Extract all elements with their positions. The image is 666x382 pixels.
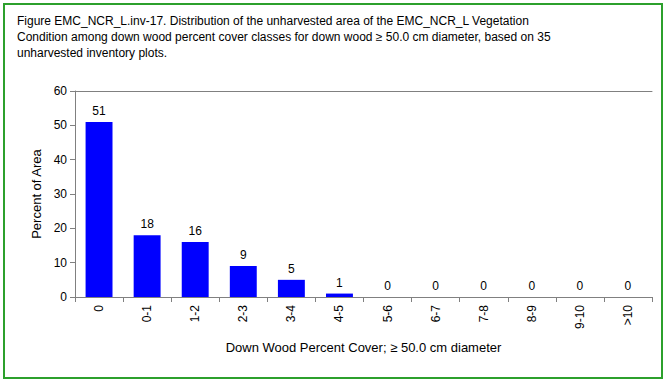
svg-text:Down Wood Percent Cover; ≥ 50.: Down Wood Percent Cover; ≥ 50.0 cm diame… xyxy=(226,340,502,355)
svg-text:0: 0 xyxy=(577,279,584,293)
svg-text:9-10: 9-10 xyxy=(573,305,587,329)
svg-text:2-3: 2-3 xyxy=(236,305,250,323)
svg-text:60: 60 xyxy=(54,84,68,98)
svg-text:0: 0 xyxy=(92,305,106,312)
svg-text:Figure EMC_NCR_L.inv-17. Distr: Figure EMC_NCR_L.inv-17. Distribution of… xyxy=(17,14,532,28)
svg-text:18: 18 xyxy=(140,217,154,231)
svg-text:5: 5 xyxy=(288,262,295,276)
svg-text:4-5: 4-5 xyxy=(332,305,346,323)
svg-text:unharvested inventory plots.: unharvested inventory plots. xyxy=(17,46,167,60)
svg-text:5-6: 5-6 xyxy=(381,305,395,323)
svg-text:0: 0 xyxy=(432,279,439,293)
svg-text:Condition among down wood perc: Condition among down wood percent cover … xyxy=(17,30,554,44)
svg-text:6-7: 6-7 xyxy=(429,305,443,323)
svg-text:0: 0 xyxy=(384,279,391,293)
svg-text:40: 40 xyxy=(54,153,68,167)
svg-text:9: 9 xyxy=(240,248,247,262)
svg-text:0-1: 0-1 xyxy=(140,305,154,323)
svg-text:>10: >10 xyxy=(621,305,635,326)
svg-text:10: 10 xyxy=(54,256,68,270)
svg-text:0: 0 xyxy=(480,279,487,293)
svg-text:30: 30 xyxy=(54,187,68,201)
svg-text:16: 16 xyxy=(189,224,203,238)
svg-text:Percent of Area: Percent of Area xyxy=(29,148,44,238)
svg-text:0: 0 xyxy=(528,279,535,293)
svg-text:0: 0 xyxy=(625,279,632,293)
svg-text:0: 0 xyxy=(60,290,67,304)
svg-text:51: 51 xyxy=(92,104,106,118)
svg-text:50: 50 xyxy=(54,118,68,132)
svg-text:3-4: 3-4 xyxy=(284,305,298,323)
svg-text:1: 1 xyxy=(336,276,343,290)
svg-text:7-8: 7-8 xyxy=(477,305,491,323)
svg-text:1-2: 1-2 xyxy=(188,305,202,323)
svg-text:8-9: 8-9 xyxy=(525,305,539,323)
svg-text:20: 20 xyxy=(54,221,68,235)
